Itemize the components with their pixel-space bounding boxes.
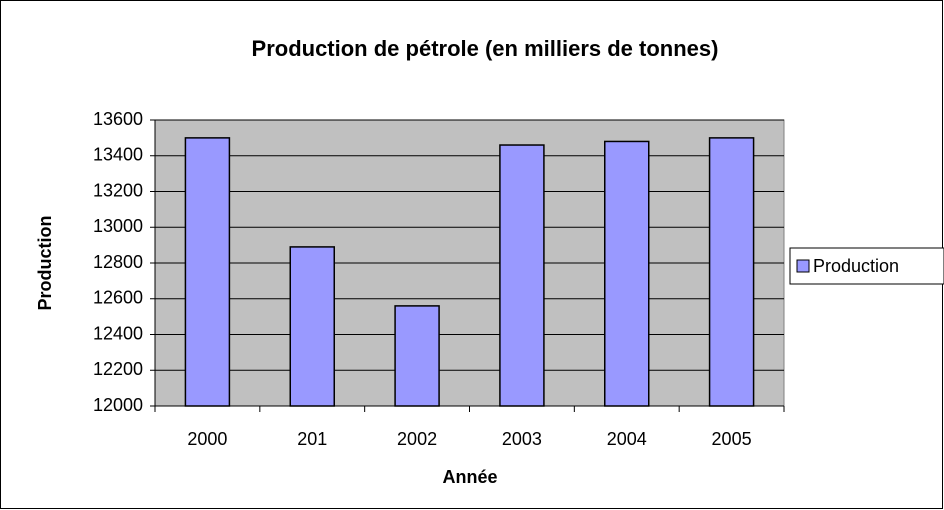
x-tick-label: 2003: [502, 429, 542, 449]
legend-box: [789, 247, 944, 285]
chart-title: Production de pétrole (en milliers de to…: [252, 36, 719, 61]
bar: [499, 144, 545, 407]
y-tick-label: 13000: [93, 216, 143, 236]
y-axis-title: Production: [35, 216, 55, 311]
x-tick-label: 201: [297, 429, 327, 449]
bar: [394, 305, 440, 407]
x-tick-label: 2002: [397, 429, 437, 449]
legend-swatch: [796, 259, 810, 273]
y-tick-label: 12600: [93, 288, 143, 308]
x-axis-title: Année: [442, 467, 497, 487]
y-tick-label: 13600: [93, 109, 143, 129]
y-tick-label: 12800: [93, 252, 143, 272]
x-tick-label: 2005: [712, 429, 752, 449]
x-tick-label: 2004: [607, 429, 647, 449]
bar: [289, 246, 335, 407]
y-tick-label: 12400: [93, 323, 143, 343]
y-tick-label: 12200: [93, 359, 143, 379]
x-tick-label: 2000: [187, 429, 227, 449]
y-tick-label: 12000: [93, 395, 143, 415]
y-tick-label: 13400: [93, 145, 143, 165]
bar: [604, 140, 650, 407]
bar: [184, 137, 231, 407]
bar: [708, 137, 755, 407]
y-tick-label: 13200: [93, 180, 143, 200]
legend-label: Production: [813, 256, 899, 276]
